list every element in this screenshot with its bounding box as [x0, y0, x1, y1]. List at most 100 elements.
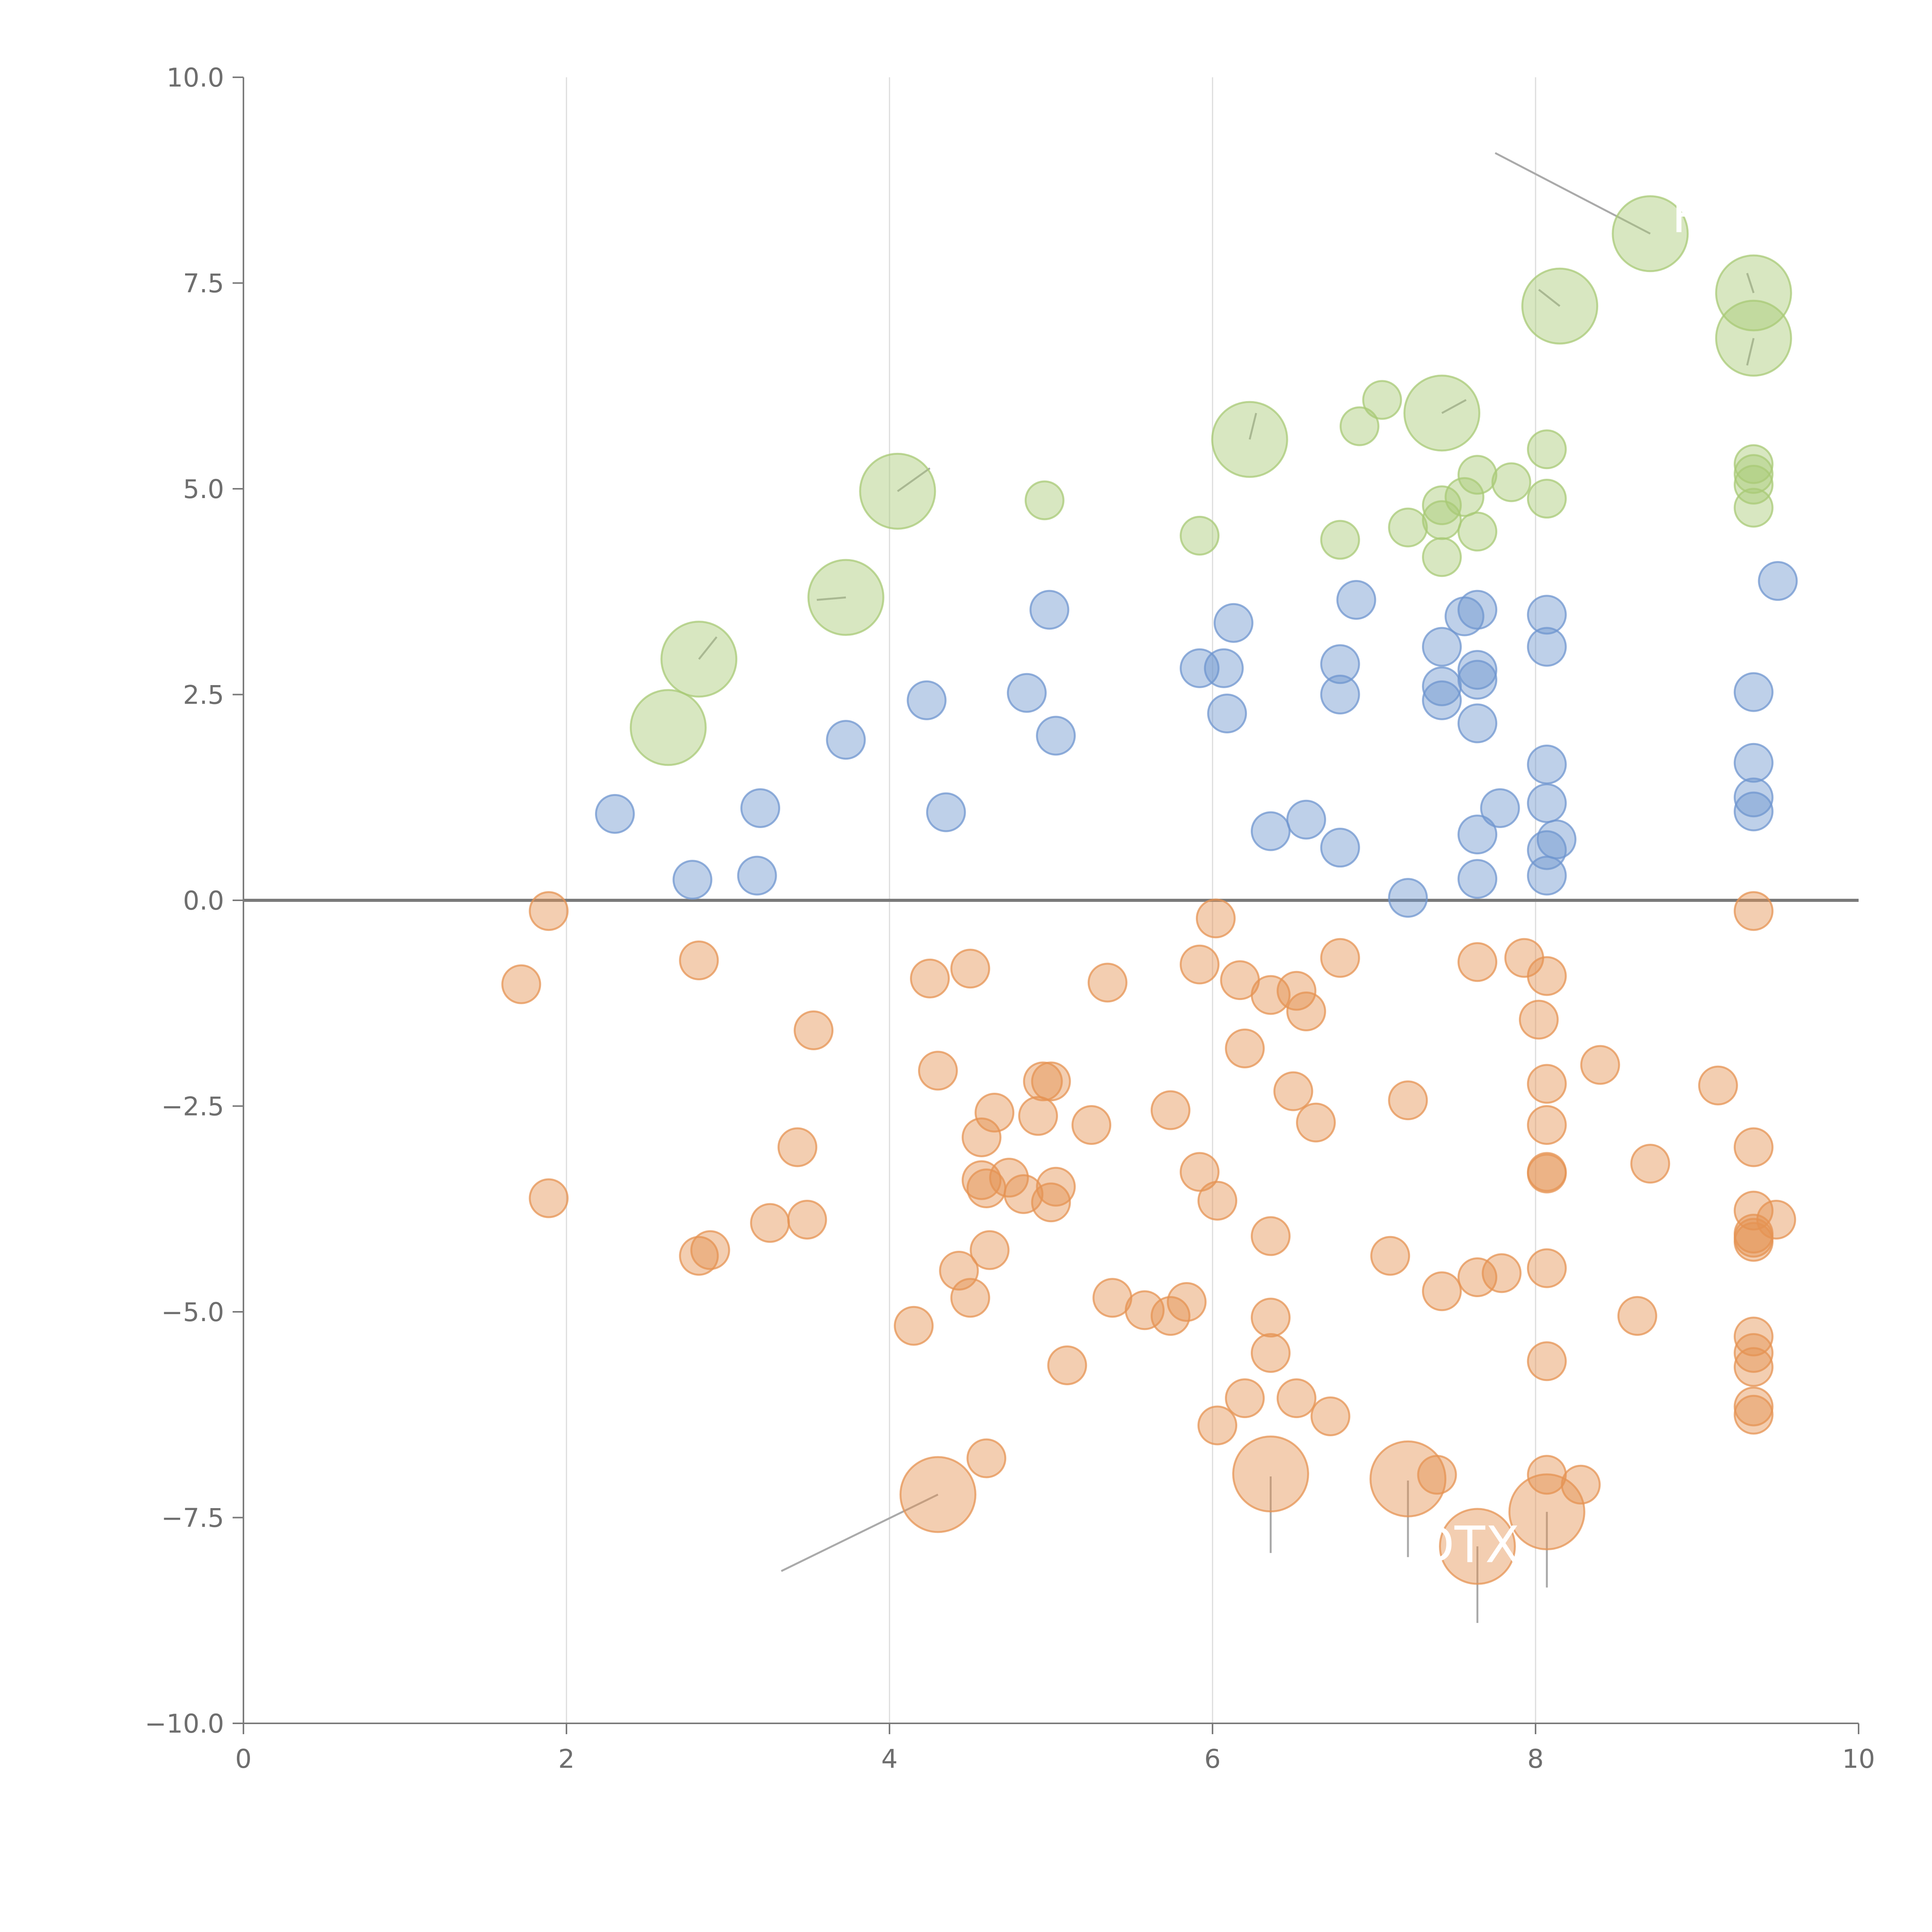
negative-point	[1018, 1096, 1058, 1136]
positive-point	[1733, 791, 1774, 832]
negative-point	[1733, 1386, 1774, 1427]
positive-point	[1388, 878, 1428, 918]
negative-point	[1417, 1455, 1457, 1495]
positive-point	[1286, 799, 1326, 840]
positive-point	[1320, 644, 1360, 684]
negative-point	[1250, 1298, 1291, 1338]
negative-point	[950, 949, 990, 989]
highlighted-point	[1527, 479, 1567, 519]
leader-line	[816, 596, 846, 601]
leader-line	[781, 1493, 939, 1572]
negative-point	[1180, 944, 1220, 985]
y-tick-label: −5.0	[161, 1297, 224, 1327]
negative-point	[1561, 1464, 1601, 1505]
y-tick-label: −10.0	[145, 1709, 224, 1739]
positive-point	[1422, 627, 1462, 667]
negative-point	[1527, 1064, 1567, 1104]
negative-point	[1698, 1065, 1738, 1105]
positive-point	[1758, 561, 1798, 601]
highlighted-point	[629, 689, 707, 766]
positive-point	[1180, 648, 1220, 688]
negative-point	[1527, 1153, 1567, 1194]
negative-point	[1733, 1127, 1774, 1167]
negative-point	[1225, 1378, 1265, 1418]
annotation-label: R	[1672, 185, 1706, 244]
negative-point	[1124, 1290, 1165, 1330]
negative-point	[1630, 1144, 1670, 1184]
positive-point	[1007, 673, 1047, 713]
negative-point	[1733, 1190, 1774, 1231]
negative-point	[1320, 938, 1360, 978]
highlighted-point	[1458, 512, 1498, 552]
highlighted-point	[1444, 477, 1485, 517]
x-tick-label: 6	[1204, 1744, 1221, 1774]
leader-line	[1495, 152, 1651, 235]
highlighted-point	[1362, 380, 1402, 420]
y-tick-label: 2.5	[183, 680, 224, 710]
negative-point	[1733, 1395, 1774, 1435]
y-tick-label: 7.5	[183, 269, 224, 299]
negative-point	[1527, 1248, 1567, 1288]
negative-point	[918, 1051, 958, 1091]
positive-point	[1320, 828, 1360, 868]
negative-point	[939, 1251, 979, 1291]
positive-point	[1527, 783, 1567, 823]
negative-point	[1286, 992, 1326, 1032]
negative-point	[975, 1093, 1015, 1133]
highlighted-point	[1527, 429, 1567, 469]
negative-point	[787, 1199, 827, 1240]
highlighted-point	[859, 452, 936, 530]
negative-point	[1519, 1000, 1559, 1040]
negative-point	[966, 1438, 1007, 1478]
negative-point	[777, 1127, 818, 1167]
negative-point	[1197, 1405, 1238, 1446]
positive-point	[926, 792, 966, 832]
highlighted-point	[1024, 480, 1065, 520]
negative-point	[1527, 1341, 1567, 1381]
negative-point	[1071, 1105, 1111, 1145]
negative-point	[1439, 1508, 1516, 1585]
negative-point	[679, 940, 719, 980]
positive-point	[1480, 788, 1520, 828]
negative-point	[1527, 956, 1567, 996]
x-tick-label: 10	[1842, 1744, 1875, 1774]
highlighted-point	[1422, 537, 1462, 577]
negative-point	[1087, 963, 1128, 1003]
positive-point	[1527, 745, 1567, 785]
negative-point	[899, 1456, 976, 1533]
positive-point	[1213, 603, 1253, 643]
leader-lines	[698, 152, 1755, 1623]
negative-point	[1047, 1345, 1087, 1385]
leader-line	[1538, 289, 1561, 307]
positive-point	[1320, 675, 1360, 714]
positive-point	[1458, 703, 1498, 743]
leader-line	[1441, 399, 1467, 414]
y-tick-label: 10.0	[167, 63, 224, 93]
highlighted-point	[1180, 515, 1220, 556]
highlighted-point	[1733, 454, 1774, 494]
positive-point	[1422, 680, 1462, 720]
x-tick-label: 8	[1527, 1744, 1544, 1774]
highlighted-point	[1388, 507, 1428, 548]
positive-point	[906, 680, 947, 720]
highlighted-point	[1733, 444, 1774, 484]
x-tick-label: 4	[881, 1744, 898, 1774]
negative-point	[950, 1278, 990, 1318]
positive-point	[1458, 660, 1498, 700]
negative-point	[1031, 1061, 1071, 1102]
highlighted-point	[1612, 195, 1689, 272]
highlighted-point	[660, 621, 738, 698]
highlighted-point	[1211, 401, 1288, 478]
positive-point	[595, 794, 635, 834]
highlighted-point	[1320, 520, 1360, 560]
leader-line	[897, 467, 930, 492]
positive-point	[1458, 650, 1498, 690]
negative-point	[1458, 942, 1498, 982]
positive-point	[1527, 595, 1567, 635]
negative-point	[1180, 1152, 1220, 1192]
highlighted-point	[1422, 485, 1462, 526]
negative-point	[1617, 1296, 1657, 1336]
negative-point	[1150, 1296, 1190, 1336]
positive-point	[740, 788, 781, 828]
